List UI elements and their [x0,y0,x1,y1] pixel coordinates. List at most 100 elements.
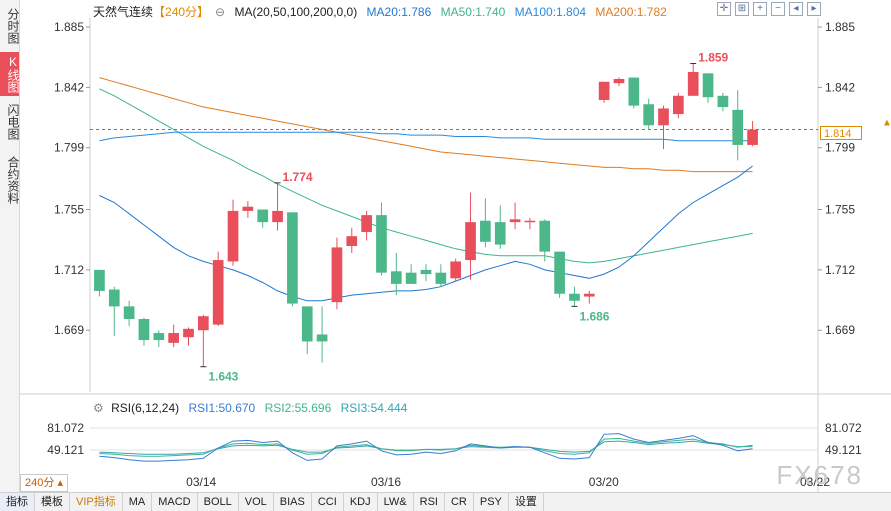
rsi1-line [99,433,753,462]
y-tick-label-left: 1.885 [54,20,84,34]
ma20-value: MA20:1.786 [366,5,432,19]
candle-body [658,108,669,126]
candle-body [183,328,194,338]
rsi3-value: RSI3:54.444 [340,401,408,415]
tab-settings[interactable]: 设置 [509,493,544,511]
rsi1-value: RSI1:50.670 [188,401,256,415]
tab-cr[interactable]: CR [445,493,474,511]
scroll-left-icon[interactable]: ◂ [789,2,803,16]
sidebar-tab-time-share[interactable]: 分时图 [6,8,20,44]
period-label[interactable]: 【240分】 [153,5,210,19]
y-tick-label-right: 1.885 [825,20,855,34]
rsi-tick-right: 81.072 [825,421,862,435]
tab-macd[interactable]: MACD [152,493,198,511]
y-tick-label-left: 1.669 [54,323,84,337]
time-axis: 03/14 03/16 03/20 03/22 [186,475,830,489]
ma20-line [99,165,753,302]
x-tick-label: 03/14 [186,475,216,489]
candle-body [94,269,105,291]
sidebar-tab-flash[interactable]: 闪电图 [6,104,20,140]
candle-body [301,306,313,342]
y-tick-label-right: 1.842 [825,80,855,94]
candle-body [435,272,447,284]
rsi-settings-icon[interactable]: ⚙ [93,401,104,415]
tab-kdj[interactable]: KDJ [344,493,378,511]
candle-body [331,247,343,303]
tab-ma[interactable]: MA [123,493,153,511]
x-tick-label: 03/22 [800,475,830,489]
tab-templates[interactable]: 模板 [35,493,70,511]
tab-vip-indicators[interactable]: VIP指标 [70,493,123,511]
rsi2-line [99,437,753,457]
ma200-value: MA200:1.782 [595,5,667,19]
candle-body [673,95,684,115]
y-tick-label-right: 1.669 [825,323,855,337]
sidebar-tab-kline[interactable]: K线图 [0,52,20,96]
rsi-legend: ⚙ RSI(6,12,24) RSI1:50.670 RSI2:55.696 R… [93,401,413,415]
expand-icon[interactable]: ⊞ [735,2,749,16]
candle-body [346,236,358,247]
y-tick-label-left: 1.712 [54,263,84,277]
tab-psy[interactable]: PSY [474,493,509,511]
rsi-tick-left: 81.072 [47,421,84,435]
tab-bias[interactable]: BIAS [274,493,312,511]
y-tick-label-right: 1.755 [825,203,855,217]
rsi-tick-right: 49.121 [825,443,862,457]
candle-body [242,206,254,211]
rsi-panel: 81.072 81.072 49.121 49.121 [47,421,862,462]
zoom-in-icon[interactable]: + [753,2,767,16]
candle-body [153,333,165,341]
candle-body [287,212,298,304]
tab-vol[interactable]: VOL [239,493,274,511]
candle-body [494,222,506,245]
sidebar-tab-contract-info[interactable]: 合约资料 [6,156,20,204]
ma50-line [99,88,753,264]
candle-body [376,215,387,273]
settings-icon[interactable]: ⊖ [215,5,226,19]
candle-body [613,78,625,84]
candle-body [450,261,462,279]
candle-body [643,104,655,126]
candle-body [420,269,432,275]
candle-body [361,215,372,232]
candle-body [272,210,283,223]
moving-average-lines [99,77,753,302]
tab-lw[interactable]: LW& [378,493,414,511]
candle-body [509,219,521,223]
candle-body [123,306,135,320]
ma50-value: MA50:1.740 [440,5,506,19]
candle-body [702,73,714,98]
candle-body [257,209,269,223]
candles [94,63,758,367]
candle-body [227,210,239,262]
tab-cci[interactable]: CCI [312,493,344,511]
candle-body [465,222,476,261]
price-axis: 1.885 1.885 1.842 1.842 1.799 1.799 1.755 1.755… [54,20,855,337]
chart-toolbar: ✛ ⊞ + − ◂ ▸ [717,2,821,16]
candle-body [524,220,536,223]
candle-body [717,95,729,108]
candle-body [583,293,595,297]
tab-indicators[interactable]: 指标 [0,493,35,511]
y-tick-label-left: 1.842 [54,80,84,94]
scroll-right-icon[interactable]: ▸ [807,2,821,16]
candle-body [168,333,179,343]
left-sidebar: 分时图 K线图 闪电图 合约资料 [0,0,20,492]
rsi2-value: RSI2:55.696 [264,401,332,415]
ma100-line [99,131,753,142]
zoom-out-icon[interactable]: − [771,2,785,16]
x-tick-label: 03/20 [589,475,619,489]
y-tick-label-right: 1.799 [825,141,855,155]
candle-body [554,251,565,294]
tab-boll[interactable]: BOLL [198,493,239,511]
period-selector[interactable]: 240分 ▴ [20,474,68,492]
candle-body [539,220,551,252]
ma-spec: MA(20,50,100,200,0,0) [234,5,358,19]
crosshair-icon[interactable]: ✛ [717,2,731,16]
candle-body [108,289,120,307]
candle-body [687,71,699,96]
tab-rsi[interactable]: RSI [414,493,445,511]
candle-body [480,220,491,242]
extreme-label: 1.774 [283,170,313,184]
